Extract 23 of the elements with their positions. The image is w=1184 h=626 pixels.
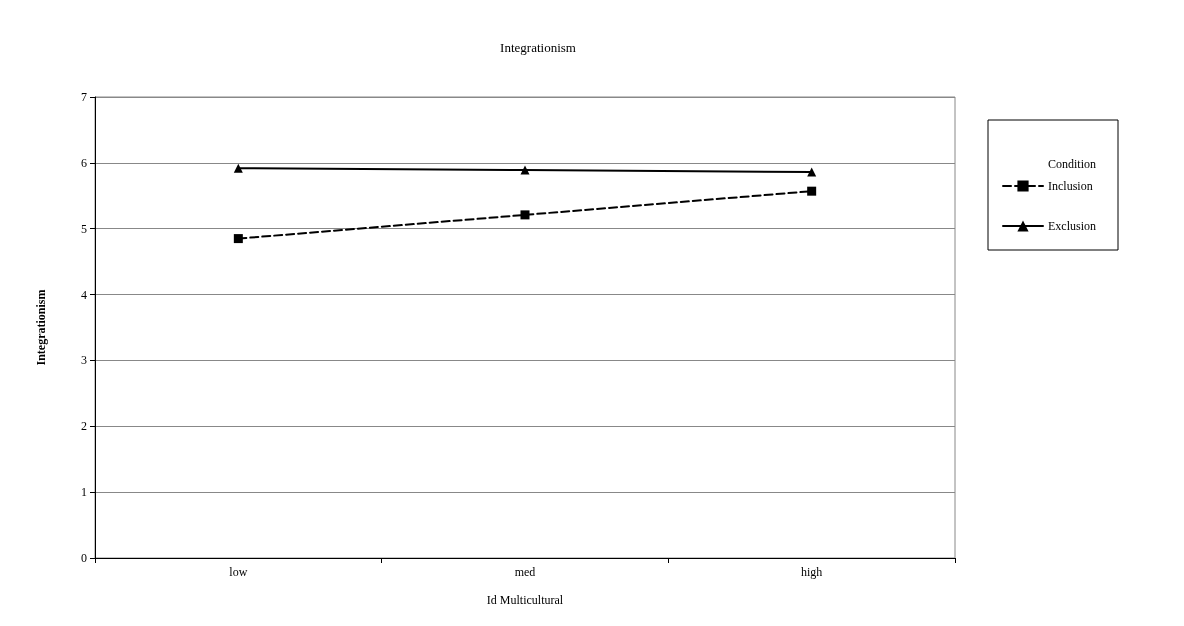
x-axis-title: Id Multicultural (486, 593, 564, 607)
y-axis-title: Integrationism (34, 289, 48, 366)
y-tick-label: 0 (81, 551, 87, 565)
y-tick-label: 4 (81, 287, 87, 302)
legend-title: Condition (1047, 157, 1097, 171)
legend-label: Inclusion (1048, 179, 1093, 193)
point (807, 186, 817, 196)
y-tick-label: 1 (81, 485, 87, 500)
y-tick-label: 7 (81, 90, 87, 104)
point (233, 234, 243, 244)
legend-label: Exclusion (1048, 219, 1097, 233)
y-tick-label: 6 (81, 155, 87, 170)
point (520, 210, 530, 220)
y-tick-label: 3 (81, 353, 87, 368)
chart-title: Integrationism (500, 40, 576, 55)
point (520, 165, 530, 175)
y-tick-label: 2 (81, 419, 87, 434)
y-tick-label: 5 (81, 221, 87, 236)
x-tick-label: med (514, 565, 536, 579)
point (807, 167, 817, 177)
x-tick-label: high (800, 565, 823, 579)
point (233, 163, 243, 173)
x-tick-label: low (229, 565, 248, 579)
